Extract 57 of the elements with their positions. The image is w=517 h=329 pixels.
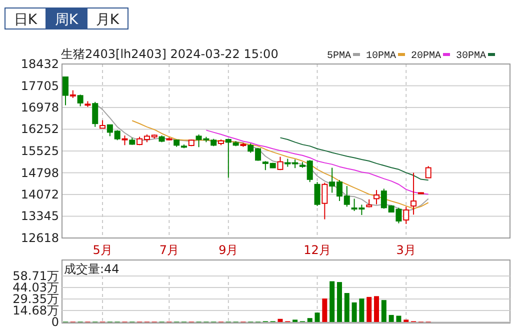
legend-label: 20PMA	[411, 51, 442, 62]
y-tick-label: 17705	[20, 78, 59, 93]
text: 月K	[96, 12, 120, 28]
y-tick-label: 18432	[20, 57, 59, 71]
legend-label: 30PMA	[456, 51, 486, 62]
candlestick	[277, 156, 284, 171]
x-tick-label: 5月	[92, 243, 112, 257]
line-series	[206, 130, 429, 195]
bar	[336, 282, 342, 322]
bar	[374, 296, 380, 322]
candlestick	[410, 172, 417, 216]
bar	[330, 281, 335, 322]
y-tick-label: 58.71万	[12, 269, 59, 283]
x-tick-label: 7月	[159, 243, 179, 257]
y-tick-label: 15525	[20, 144, 59, 158]
y-tick-label: 13345	[20, 209, 59, 224]
bar	[314, 312, 320, 322]
y-tick-label: 14798	[20, 166, 59, 180]
candlestick	[62, 76, 68, 106]
y-tick-label: 16252	[20, 122, 59, 136]
candlestick	[314, 182, 320, 207]
bar	[307, 318, 312, 322]
bar	[381, 300, 386, 322]
text: 日K	[14, 12, 38, 28]
x-tick-label: 3月	[396, 243, 416, 257]
line-series	[132, 120, 429, 210]
bar	[359, 298, 364, 322]
candlestick	[322, 182, 328, 220]
y-tick-label: 14072	[20, 187, 59, 202]
bar	[396, 316, 402, 322]
candlestick	[77, 94, 84, 107]
annotation: 成交量:44	[64, 262, 120, 276]
y-tick-label: 16978	[20, 100, 59, 115]
candlestick	[374, 190, 380, 205]
text: 周K	[54, 12, 79, 28]
bar	[388, 314, 394, 322]
candlestick	[225, 138, 232, 178]
bar	[352, 302, 357, 322]
bar	[322, 298, 328, 322]
bar	[344, 293, 350, 322]
y-tick-label: 0	[51, 315, 59, 329]
legend-label: 5PMA	[327, 51, 352, 62]
candlestick	[425, 166, 432, 178]
candlestick	[122, 135, 128, 146]
y-tick-label: 44.03万	[12, 280, 59, 294]
y-tick-label: 12618	[20, 231, 59, 245]
candlestick	[403, 206, 410, 224]
y-tick-label: 29.35万	[12, 292, 59, 306]
candlestick	[92, 101, 98, 128]
chart-title: 生猪2403[lh2403] 2024-03-22 15:00	[61, 47, 278, 61]
x-tick-label: 9月	[218, 243, 238, 257]
x-tick-label: 12月	[304, 243, 331, 257]
y-tick-label: 14.68万	[12, 304, 59, 318]
bar	[366, 296, 372, 322]
legend-label: 10PMA	[366, 51, 396, 62]
bar	[278, 318, 283, 322]
line-series	[280, 137, 429, 181]
